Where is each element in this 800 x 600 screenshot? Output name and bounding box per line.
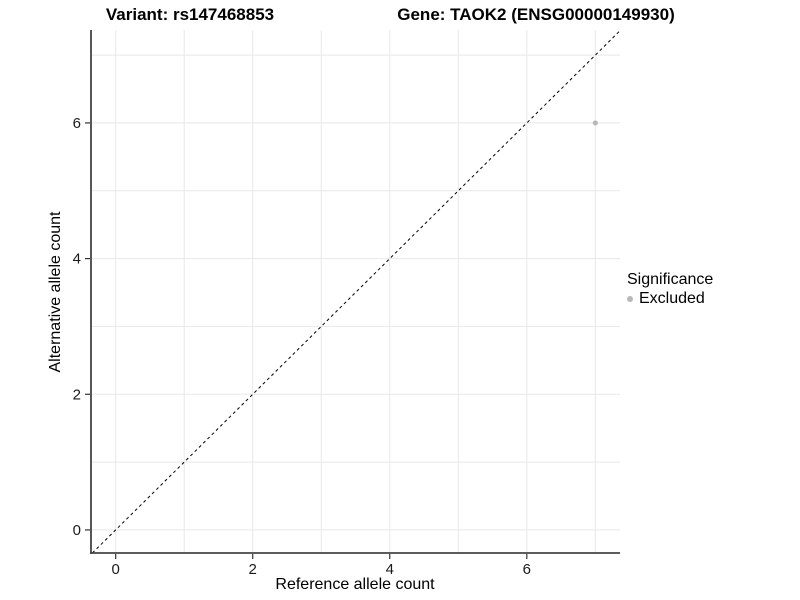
y-tick-label: 4 bbox=[73, 251, 81, 268]
y-tick-label: 0 bbox=[73, 522, 81, 539]
legend-item-excluded: Excluded bbox=[627, 290, 713, 308]
plot-title-gene: Gene: TAOK2 (ENSG00000149930) bbox=[397, 5, 675, 24]
x-tick-label: 0 bbox=[111, 561, 119, 578]
legend-title: Significance bbox=[627, 271, 714, 288]
y-axis-title: Alternative allele count bbox=[47, 211, 64, 373]
identity-dashed-line bbox=[92, 30, 621, 554]
y-tick-label: 6 bbox=[73, 115, 81, 132]
x-tick-label: 4 bbox=[386, 561, 394, 578]
plot-title-variant: Variant: rs147468853 bbox=[105, 5, 275, 24]
y-tick-label: 2 bbox=[73, 386, 81, 403]
data-point bbox=[592, 120, 598, 126]
x-tick-label: 6 bbox=[523, 561, 531, 578]
legend: Significance Excluded bbox=[627, 271, 713, 308]
legend-point-icon bbox=[627, 296, 633, 302]
legend-item-label: Excluded bbox=[639, 290, 705, 307]
x-tick-label: 2 bbox=[249, 561, 257, 578]
x-axis-title: Reference allele count bbox=[275, 576, 435, 593]
